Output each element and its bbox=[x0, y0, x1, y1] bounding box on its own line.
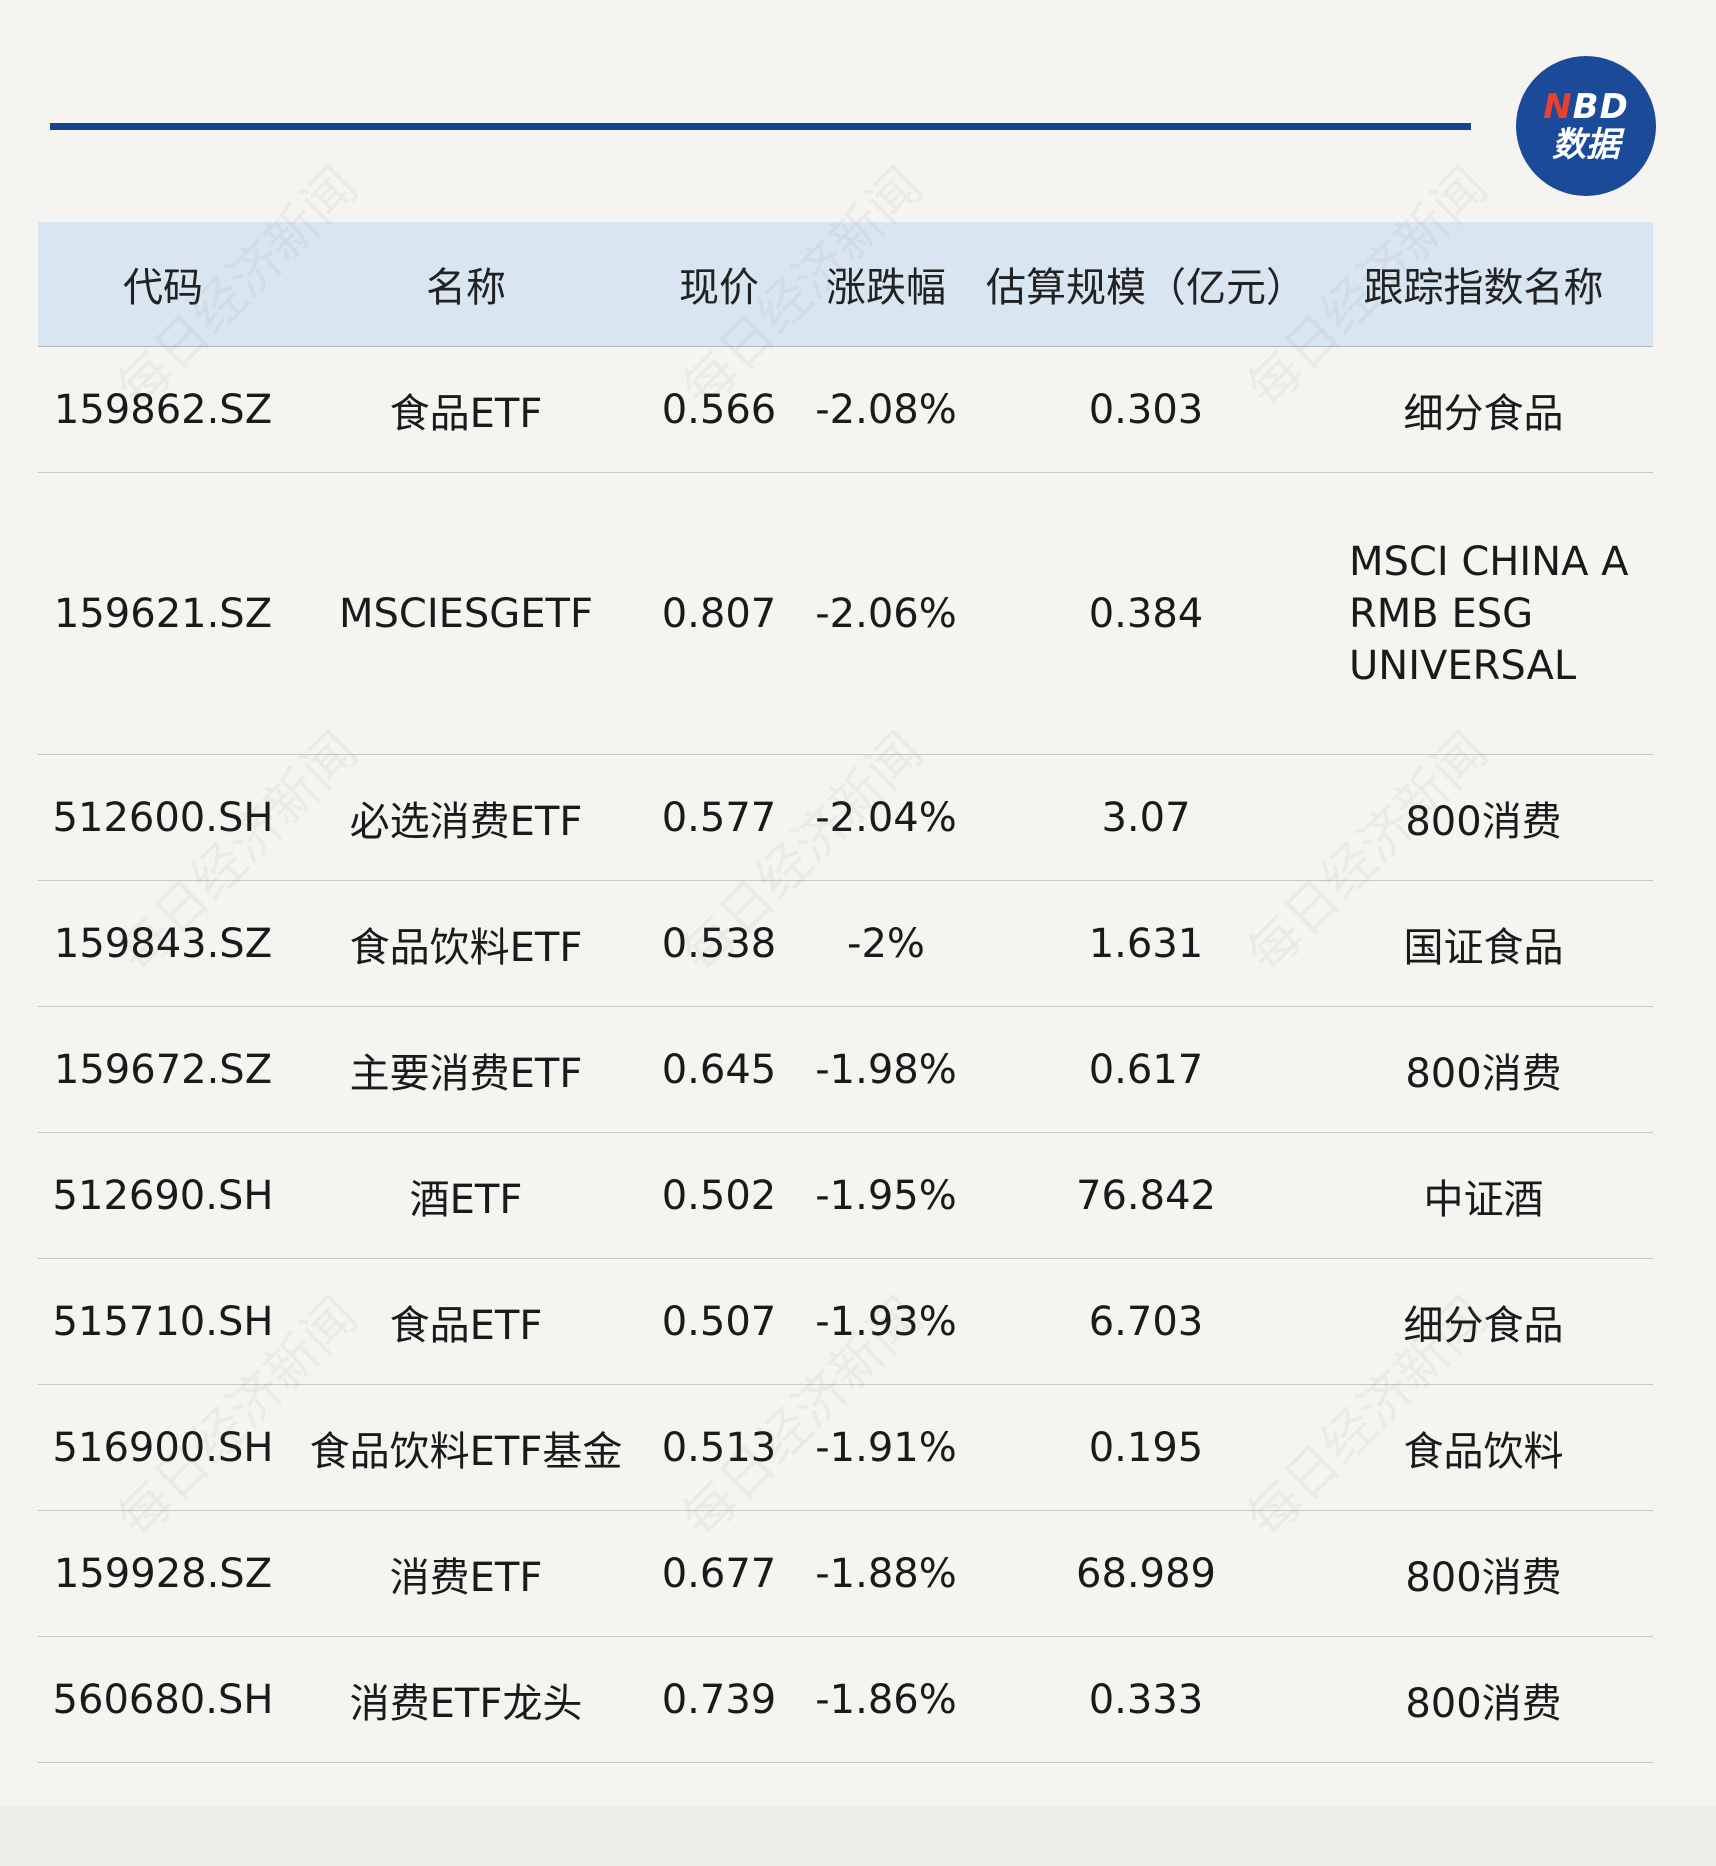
table-row: 159862.SZ 食品ETF 0.566 -2.08% 0.303 细分食品 bbox=[38, 347, 1653, 473]
cell-price: 0.502 bbox=[661, 1172, 777, 1219]
cell-index: 800消费 bbox=[1405, 1680, 1562, 1727]
cell-code: 512690.SH bbox=[52, 1172, 274, 1219]
table-row: 159843.SZ 食品饮料ETF 0.538 -2% 1.631 国证食品 bbox=[38, 881, 1653, 1007]
header-change: 涨跌幅 bbox=[826, 265, 946, 311]
cell-name: 食品饮料ETF基金 bbox=[309, 1428, 623, 1475]
cell-name: MSCIESGETF bbox=[338, 590, 593, 637]
cell-index: 800消费 bbox=[1405, 1050, 1562, 1097]
cell-name: 食品ETF bbox=[389, 390, 543, 437]
table-row: 516900.SH 食品饮料ETF基金 0.513 -1.91% 0.195 食品饮料 bbox=[38, 1385, 1653, 1511]
table-header-row: 代码 名称 现价 涨跌幅 估算规模（亿元） 跟踪指数名称 bbox=[38, 222, 1653, 347]
nbd-data-logo: NBD 数据 bbox=[1516, 56, 1656, 196]
cell-name: 消费ETF bbox=[389, 1554, 543, 1601]
table-row: 560680.SH 消费ETF龙头 0.739 -1.86% 0.333 800消费 bbox=[38, 1637, 1653, 1763]
cell-code: 516900.SH bbox=[52, 1424, 274, 1471]
cell-name: 消费ETF龙头 bbox=[349, 1680, 583, 1727]
cell-code: 515710.SH bbox=[52, 1298, 274, 1345]
cell-change: -1.91% bbox=[815, 1424, 957, 1471]
etf-table: 代码 名称 现价 涨跌幅 估算规模（亿元） 跟踪指数名称 159862.SZ 食品… bbox=[38, 222, 1653, 1763]
cell-index: 800消费 bbox=[1405, 1554, 1562, 1601]
cell-change: -2% bbox=[847, 920, 925, 967]
cell-name: 主要消费ETF bbox=[349, 1050, 583, 1097]
cell-scale: 68.989 bbox=[1076, 1550, 1216, 1597]
header-price: 现价 bbox=[679, 265, 759, 311]
cell-index: MSCI CHINA A RMB ESG UNIVERSAL bbox=[1349, 538, 1629, 689]
cell-price: 0.677 bbox=[661, 1550, 777, 1597]
cell-index: 食品饮料 bbox=[1403, 1428, 1564, 1475]
cell-change: -1.86% bbox=[815, 1676, 957, 1723]
cell-index: 细分食品 bbox=[1403, 390, 1564, 437]
table-row: 512600.SH 必选消费ETF 0.577 -2.04% 3.07 800消费 bbox=[38, 755, 1653, 881]
cell-code: 159843.SZ bbox=[53, 920, 273, 967]
cell-price: 0.513 bbox=[661, 1424, 777, 1471]
cell-name: 食品ETF bbox=[389, 1302, 543, 1349]
cell-scale: 0.384 bbox=[1088, 590, 1204, 637]
cell-scale: 0.195 bbox=[1088, 1424, 1204, 1471]
header-index: 跟踪指数名称 bbox=[1363, 265, 1604, 311]
cell-name: 食品饮料ETF bbox=[349, 924, 583, 971]
cell-index: 国证食品 bbox=[1403, 924, 1564, 971]
table-row: 512690.SH 酒ETF 0.502 -1.95% 76.842 中证酒 bbox=[38, 1133, 1653, 1259]
cell-change: -1.88% bbox=[815, 1550, 957, 1597]
cell-change: -1.95% bbox=[815, 1172, 957, 1219]
table-row: 159672.SZ 主要消费ETF 0.645 -1.98% 0.617 800消费 bbox=[38, 1007, 1653, 1133]
header-code: 代码 bbox=[123, 265, 203, 311]
cell-change: -1.93% bbox=[815, 1298, 957, 1345]
cell-scale: 3.07 bbox=[1101, 794, 1191, 841]
cell-price: 0.507 bbox=[661, 1298, 777, 1345]
cell-change: -1.98% bbox=[815, 1046, 957, 1093]
cell-price: 0.566 bbox=[661, 386, 777, 433]
cell-scale: 0.617 bbox=[1088, 1046, 1204, 1093]
cell-change: -2.04% bbox=[815, 794, 957, 841]
cell-code: 512600.SH bbox=[52, 794, 274, 841]
cell-name: 酒ETF bbox=[409, 1176, 523, 1223]
cell-scale: 76.842 bbox=[1076, 1172, 1216, 1219]
table-row: 515710.SH 食品ETF 0.507 -1.93% 6.703 细分食品 bbox=[38, 1259, 1653, 1385]
header-rule bbox=[50, 123, 1471, 130]
table-row: 159928.SZ 消费ETF 0.677 -1.88% 68.989 800消费 bbox=[38, 1511, 1653, 1637]
header-scale: 估算规模（亿元） bbox=[986, 265, 1306, 311]
cell-price: 0.538 bbox=[661, 920, 777, 967]
footer-band bbox=[0, 1806, 1716, 1866]
cell-name: 必选消费ETF bbox=[349, 798, 583, 845]
cell-code: 159928.SZ bbox=[53, 1550, 273, 1597]
cell-code: 560680.SH bbox=[52, 1676, 274, 1723]
cell-index: 细分食品 bbox=[1403, 1302, 1564, 1349]
cell-change: -2.08% bbox=[815, 386, 957, 433]
cell-code: 159672.SZ bbox=[53, 1046, 273, 1093]
cell-code: 159862.SZ bbox=[53, 386, 273, 433]
header-name: 名称 bbox=[426, 265, 506, 311]
cell-code: 159621.SZ bbox=[53, 590, 273, 637]
cell-index: 800消费 bbox=[1405, 798, 1562, 845]
table-row: 159621.SZ MSCIESGETF 0.807 -2.06% 0.384 MSCI … bbox=[38, 473, 1653, 755]
cell-scale: 1.631 bbox=[1088, 920, 1204, 967]
cell-scale: 0.333 bbox=[1088, 1676, 1204, 1723]
cell-price: 0.807 bbox=[661, 590, 777, 637]
cell-index: 中证酒 bbox=[1423, 1176, 1544, 1223]
cell-scale: 6.703 bbox=[1088, 1298, 1204, 1345]
cell-scale: 0.303 bbox=[1088, 386, 1204, 433]
cell-price: 0.645 bbox=[661, 1046, 777, 1093]
cell-price: 0.577 bbox=[661, 794, 777, 841]
cell-price: 0.739 bbox=[661, 1676, 777, 1723]
cell-change: -2.06% bbox=[815, 590, 957, 637]
